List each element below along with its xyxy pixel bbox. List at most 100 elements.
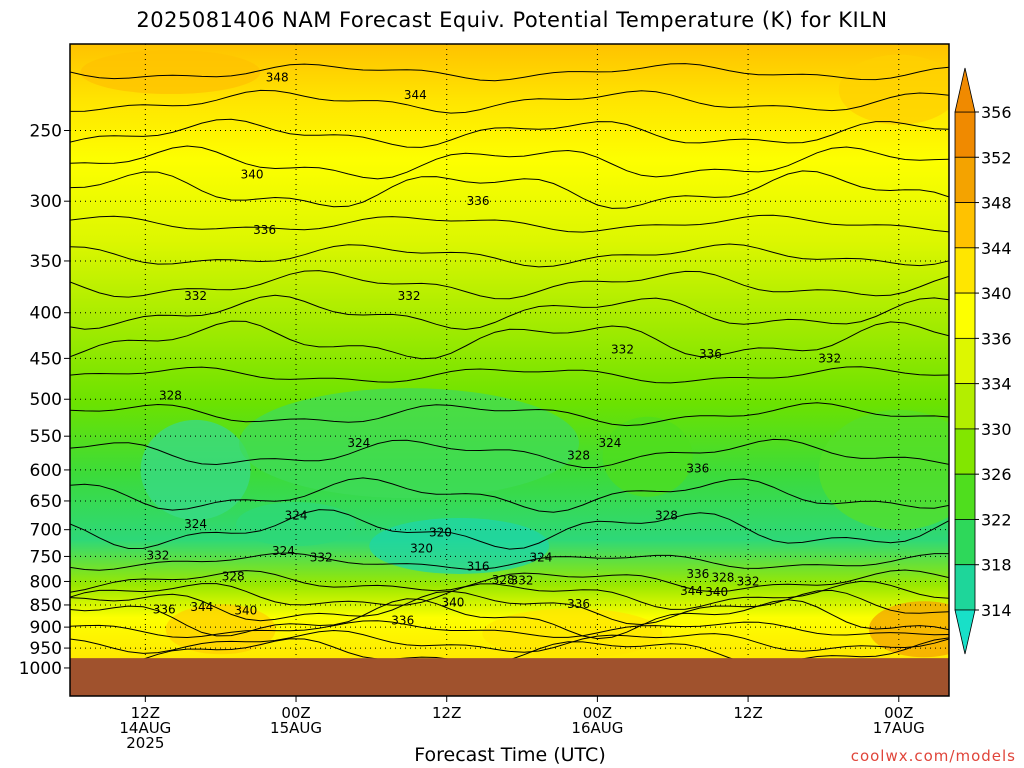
- colorbar-label: 340: [981, 284, 1012, 303]
- contour-label: 320: [429, 525, 452, 539]
- colorbar-segment: [954, 564, 976, 611]
- y-tick-label: 250: [30, 122, 62, 142]
- contour-line: [70, 294, 949, 331]
- contour-line: [70, 438, 949, 469]
- field-region: [838, 54, 949, 125]
- contour-label: 336: [253, 223, 276, 237]
- contour-line: [70, 477, 949, 513]
- colorbar-segment: [954, 337, 976, 385]
- colorbar-label: 326: [981, 465, 1012, 484]
- y-tick-label: 500: [30, 390, 62, 410]
- contour-line: [70, 620, 949, 639]
- colorbar: 356 352 348 344 340 336 334 330 326 322 318 314: [954, 67, 1012, 655]
- colorbar-label: 344: [981, 239, 1012, 258]
- x-tick-label: 00Z: [583, 704, 612, 722]
- y-tick-label: 1000: [19, 659, 62, 679]
- x-tick-label: 00Z: [281, 704, 310, 722]
- field-region: [239, 388, 580, 499]
- contour-label: 332: [398, 289, 421, 303]
- plot-frame: [69, 43, 950, 697]
- contour-label: 320: [410, 542, 433, 556]
- contour-label: 340: [705, 585, 728, 599]
- contour-label: 340: [234, 603, 257, 617]
- contour-label: 324: [529, 550, 552, 564]
- colorbar-label: 322: [981, 510, 1012, 529]
- field-region: [80, 50, 261, 95]
- contour-label: 336: [686, 567, 709, 581]
- colorbar-label: 336: [981, 329, 1012, 348]
- y-tick-label: 850: [30, 596, 62, 616]
- x-axis-label: Forecast Time (UTC): [414, 744, 606, 766]
- contour-line: [70, 589, 949, 626]
- colorbar-label: 356: [981, 103, 1012, 122]
- contour-line: [70, 598, 949, 640]
- contour-label: 328: [655, 509, 678, 523]
- x-tick-label: 14AUG: [119, 719, 171, 737]
- y-tick-label: 550: [30, 427, 62, 447]
- contour-label: 324: [347, 436, 370, 450]
- field-region: [818, 409, 949, 530]
- contour-label: 332: [737, 574, 760, 588]
- contour-label: 336: [467, 194, 490, 208]
- contour-line: [70, 366, 949, 384]
- plot-field: [70, 44, 949, 696]
- contour-line: [70, 402, 949, 427]
- contour-label: 328: [712, 571, 735, 585]
- gridlines: [70, 44, 949, 696]
- field-region: [868, 601, 949, 658]
- contour-line: [70, 552, 949, 571]
- colorbar-label: 330: [981, 420, 1012, 439]
- y-tick-label: 600: [30, 461, 62, 481]
- contour-label: 332: [184, 289, 207, 303]
- y-tick-label: 900: [30, 618, 62, 638]
- y-axis: 2503003504004505005506006507007508008509…: [19, 122, 70, 679]
- colorbar-segment: [954, 292, 976, 339]
- contour-line: [70, 629, 949, 654]
- colorbar-lower-arrow: [954, 609, 976, 655]
- contour-line: [70, 320, 949, 360]
- contour-label: 324: [272, 544, 295, 558]
- contour-label: 344: [404, 88, 427, 102]
- contour-label: 336: [699, 347, 722, 361]
- field-background: [70, 44, 949, 696]
- colorbar-segment: [954, 383, 976, 430]
- colorbar-segment: [954, 156, 976, 203]
- colorbar-segment: [954, 202, 976, 249]
- colorbar-segment: [954, 247, 976, 294]
- contour-label: 328: [567, 448, 590, 462]
- colorbar-label: 334: [981, 375, 1012, 394]
- y-tick-label: 800: [30, 572, 62, 592]
- colorbar-upper-arrow: [954, 67, 976, 113]
- contour-line: [70, 63, 949, 82]
- field-region: [369, 517, 550, 574]
- y-tick-label: 700: [30, 521, 62, 541]
- contour-label: 332: [818, 351, 841, 365]
- contour-line: [70, 145, 949, 180]
- contour-label: 316: [467, 560, 490, 574]
- colorbar-segment: [954, 473, 976, 520]
- colorbar-segment: [954, 428, 976, 475]
- y-tick-label: 750: [30, 547, 62, 567]
- contour-line: [70, 580, 949, 610]
- colorbar-segment: [954, 519, 976, 566]
- contour-label: 336: [567, 597, 590, 611]
- contour-line: [70, 243, 949, 268]
- contour-lines: [70, 63, 949, 667]
- y-tick-label: 400: [30, 304, 62, 324]
- colorbar-label: 314: [981, 601, 1012, 620]
- field-region: [165, 604, 276, 655]
- contour-label: 336: [153, 602, 176, 616]
- colorbar-label: 318: [981, 556, 1012, 575]
- x-tick-label: 15AUG: [270, 719, 322, 737]
- contour-label: 324: [599, 436, 622, 450]
- y-tick-label: 450: [30, 349, 62, 369]
- x-tick-label: 17AUG: [873, 719, 925, 737]
- contour-label: 336: [686, 462, 709, 476]
- contour-line: [70, 214, 949, 233]
- contour-label: 332: [310, 550, 333, 564]
- x-tick-label: 12Z: [131, 704, 160, 722]
- y-tick-label: 650: [30, 492, 62, 512]
- contour-label: 332: [511, 573, 534, 587]
